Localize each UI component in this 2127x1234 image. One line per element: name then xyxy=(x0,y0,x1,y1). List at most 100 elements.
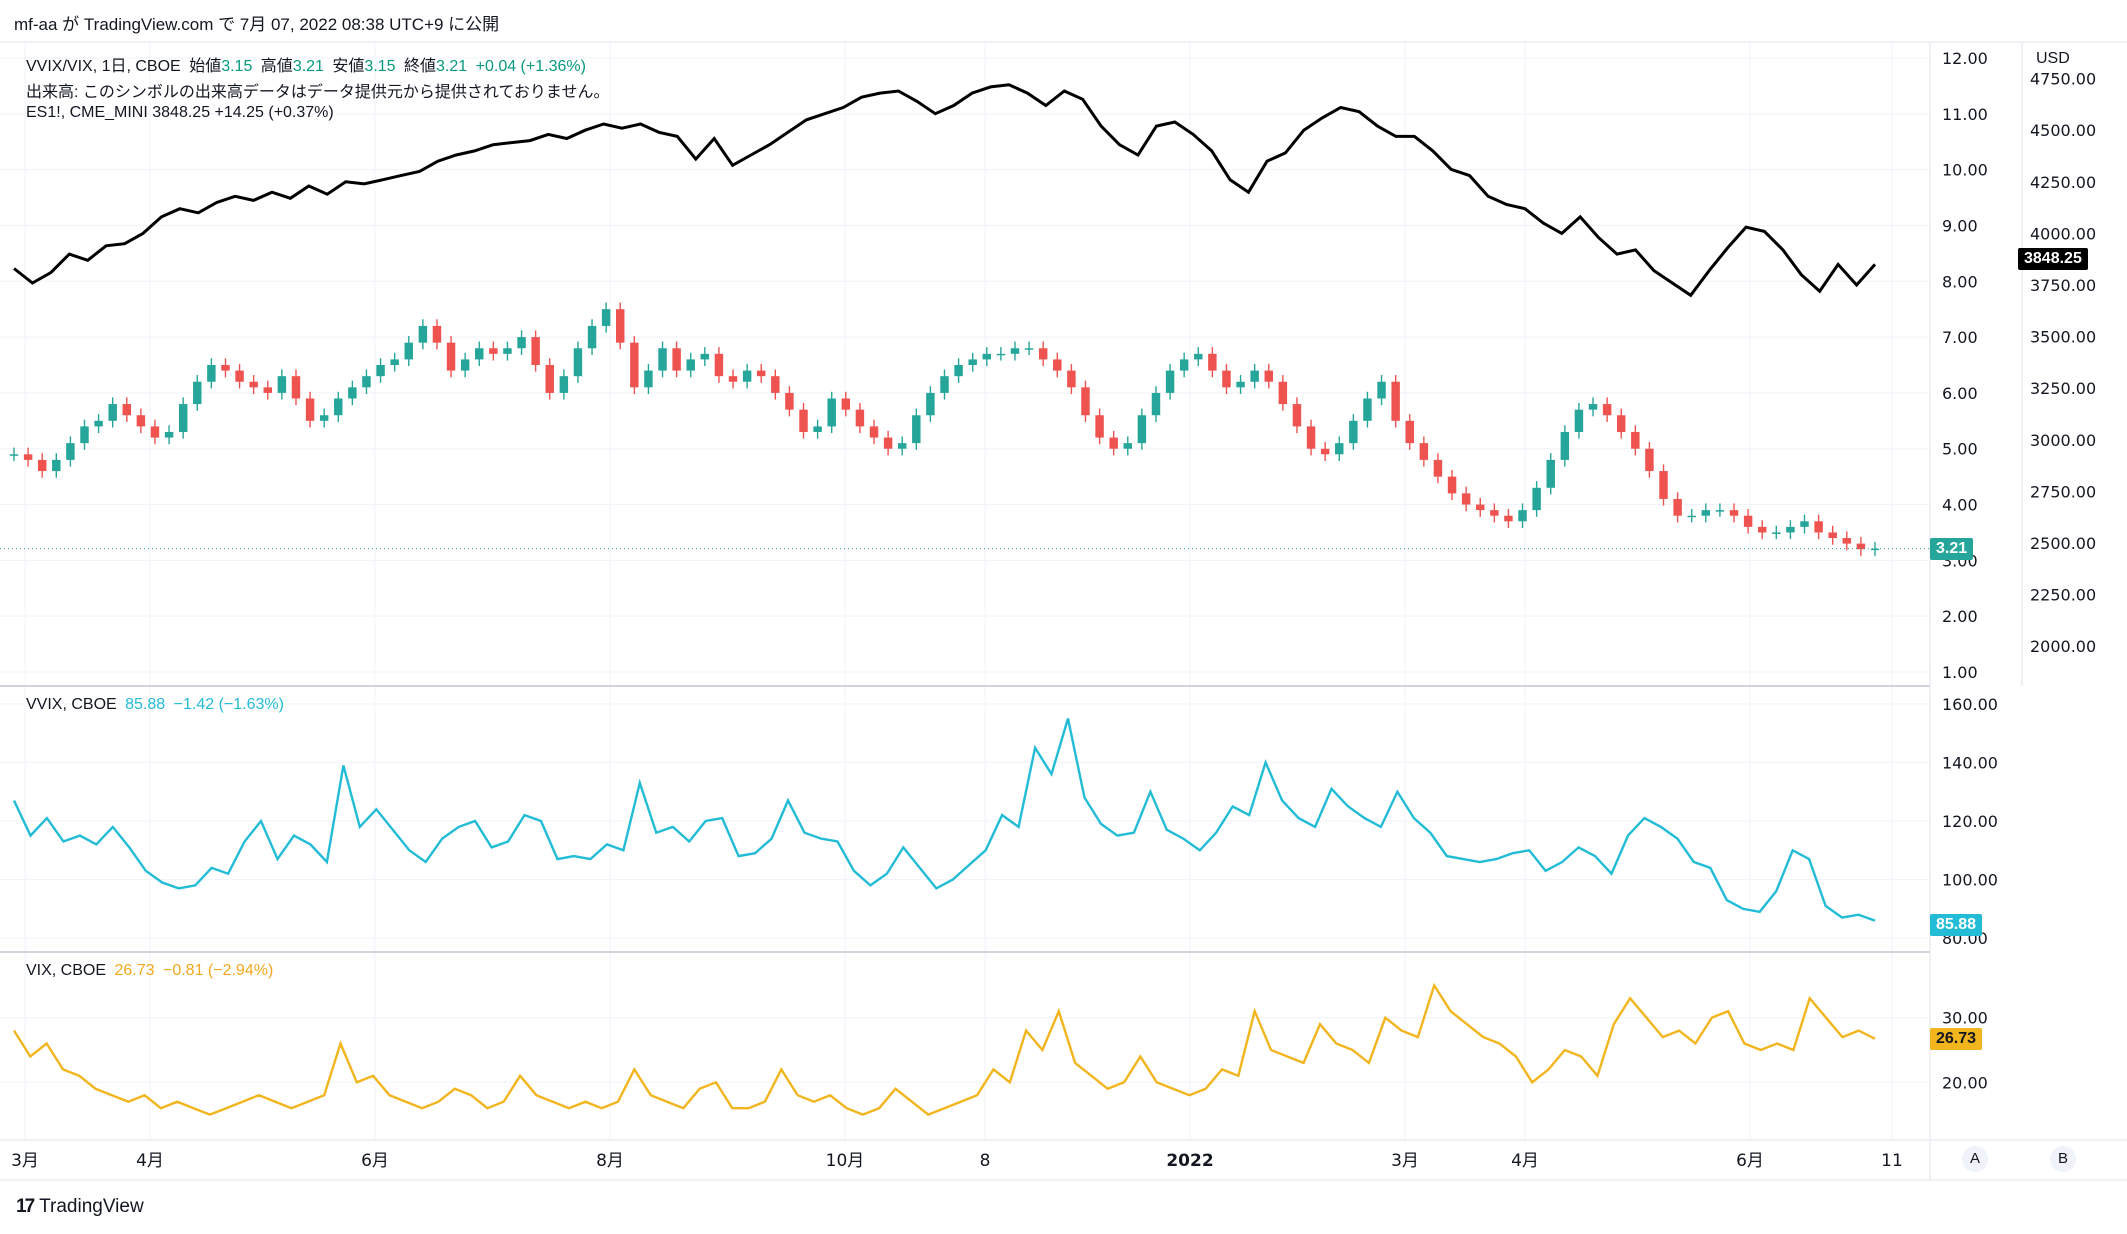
candle-body xyxy=(1715,510,1725,512)
candle-body xyxy=(1701,510,1711,516)
candle-body xyxy=(545,365,554,393)
candle-body xyxy=(1264,370,1273,382)
vix-symbol: VIX, CBOE xyxy=(26,962,107,979)
x-tick-label: 3月 xyxy=(1391,1151,1419,1171)
candle-body xyxy=(122,404,132,416)
candle-body xyxy=(1856,543,1866,550)
candle-body xyxy=(1546,459,1555,488)
x-tick-label: 4月 xyxy=(1511,1151,1539,1171)
ratio-price-tag: 3.21 xyxy=(1930,538,1974,560)
candle-body xyxy=(446,342,456,371)
vvix-legend[interactable]: VVIX, CBOE 85.88 −1.42 (−1.63%) xyxy=(26,696,284,714)
high-label: 高値 xyxy=(260,58,293,75)
candle-body xyxy=(601,309,611,326)
candle-body xyxy=(1532,487,1541,511)
vvix-tick-label: 120.00 xyxy=(1942,812,1998,831)
candle-body xyxy=(1800,521,1809,527)
candle-body xyxy=(587,325,597,349)
es-tick-label: 2750.00 xyxy=(2030,482,2096,501)
candle-body xyxy=(1504,515,1513,522)
candle-body xyxy=(1165,370,1175,393)
candle-body xyxy=(1786,526,1795,533)
candle-body xyxy=(23,454,33,460)
candle-body xyxy=(841,398,851,410)
candle-body xyxy=(178,404,188,432)
candle-body xyxy=(1053,359,1062,371)
candle-body xyxy=(1335,443,1344,455)
candle-body xyxy=(1602,404,1612,416)
candle-body xyxy=(1151,392,1161,416)
high-value: 3.21 xyxy=(292,58,324,75)
candle-body xyxy=(1687,515,1696,518)
candle-body xyxy=(1659,471,1668,499)
candle-body xyxy=(80,426,89,444)
candle-body xyxy=(1222,370,1231,388)
open-label: 始値 xyxy=(189,58,222,75)
x-tick-label: 2022 xyxy=(1166,1151,1213,1171)
b-scale-button[interactable]: B xyxy=(2050,1146,2076,1172)
auto-scale-button[interactable]: A xyxy=(1962,1146,1988,1172)
candle-body xyxy=(1024,348,1034,350)
low-value: 3.15 xyxy=(364,58,396,75)
candle-body xyxy=(277,376,287,393)
candle-body xyxy=(221,365,230,371)
ratio-tick-label: 4.00 xyxy=(1942,496,1978,515)
ratio-symbol: VVIX/VIX, 1日, CBOE xyxy=(26,58,181,75)
candle-body xyxy=(1236,381,1245,388)
candle-body xyxy=(263,387,273,393)
ratio-tick-label: 12.00 xyxy=(1942,49,1988,68)
candle-body xyxy=(1631,431,1640,449)
es-tick-label: 4750.00 xyxy=(2030,70,2096,89)
x-tick-label: 4月 xyxy=(136,1151,164,1171)
publish-header: mf-aa が TradingView.com で 7月 07, 2022 08… xyxy=(14,15,500,34)
vix-line-series xyxy=(12,982,1876,1116)
candle-body xyxy=(94,420,103,427)
candle-body xyxy=(9,454,19,456)
candle-body xyxy=(926,392,935,416)
pane-separators xyxy=(0,41,2127,1181)
es-tick-label: 3000.00 xyxy=(2030,431,2096,450)
ratio-tick-label: 2.00 xyxy=(1942,607,1978,626)
ratio-candles-series xyxy=(9,302,1880,556)
close-value: 3.21 xyxy=(436,58,468,75)
candle-body xyxy=(249,381,258,388)
candle-body xyxy=(1645,448,1654,472)
candle-body xyxy=(940,376,949,393)
es-tick-label: 3750.00 xyxy=(2030,276,2096,295)
candle-body xyxy=(573,348,583,377)
candle-body xyxy=(517,337,526,349)
tradingview-logo-icon: 17 xyxy=(16,1196,35,1217)
candle-body xyxy=(1095,415,1104,438)
candle-body xyxy=(1194,353,1203,360)
candle-body xyxy=(968,359,977,365)
es-tick-label: 2250.00 xyxy=(2030,586,2096,605)
main-legend[interactable]: VVIX/VIX, 1日, CBOE 始値3.15 高値3.21 安値3.15 … xyxy=(26,52,586,76)
vix-legend[interactable]: VIX, CBOE 26.73 −0.81 (−2.94%) xyxy=(26,962,273,980)
candle-body xyxy=(982,353,992,360)
open-value: 3.15 xyxy=(221,58,253,75)
candle-body xyxy=(489,348,498,354)
axis-tick-labels: 3月 4月 6月 8月 10月 8 2022 3月 4月 6月 11 12.00 11.00 10.00 9… xyxy=(11,49,2096,1171)
candle-body xyxy=(136,415,146,427)
candle-body xyxy=(630,342,639,388)
candle-body xyxy=(869,426,879,438)
es-tick-label: 3250.00 xyxy=(2030,379,2096,398)
x-tick-label: 3月 xyxy=(11,1151,39,1171)
candle-body xyxy=(728,376,738,382)
candle-body xyxy=(700,353,710,360)
ratio-tick-label: 5.00 xyxy=(1942,440,1978,459)
x-tick-label: 8 xyxy=(980,1151,991,1171)
candle-body xyxy=(616,309,625,343)
ratio-tick-label: 6.00 xyxy=(1942,384,1978,403)
tradingview-footer[interactable]: 17 TradingView xyxy=(16,1196,144,1218)
candle-body xyxy=(1447,476,1457,494)
candle-body xyxy=(1391,381,1400,421)
candle-body xyxy=(1772,532,1781,534)
candle-body xyxy=(1616,415,1626,432)
candle-body xyxy=(1419,443,1429,460)
es-legend[interactable]: ES1!, CME_MINI 3848.25 +14.25 (+0.37%) xyxy=(26,104,334,121)
es-tick-label: 2000.00 xyxy=(2030,637,2096,656)
candle-body xyxy=(827,398,836,427)
x-tick-label: 6月 xyxy=(361,1151,389,1171)
candle-body xyxy=(1743,515,1753,527)
